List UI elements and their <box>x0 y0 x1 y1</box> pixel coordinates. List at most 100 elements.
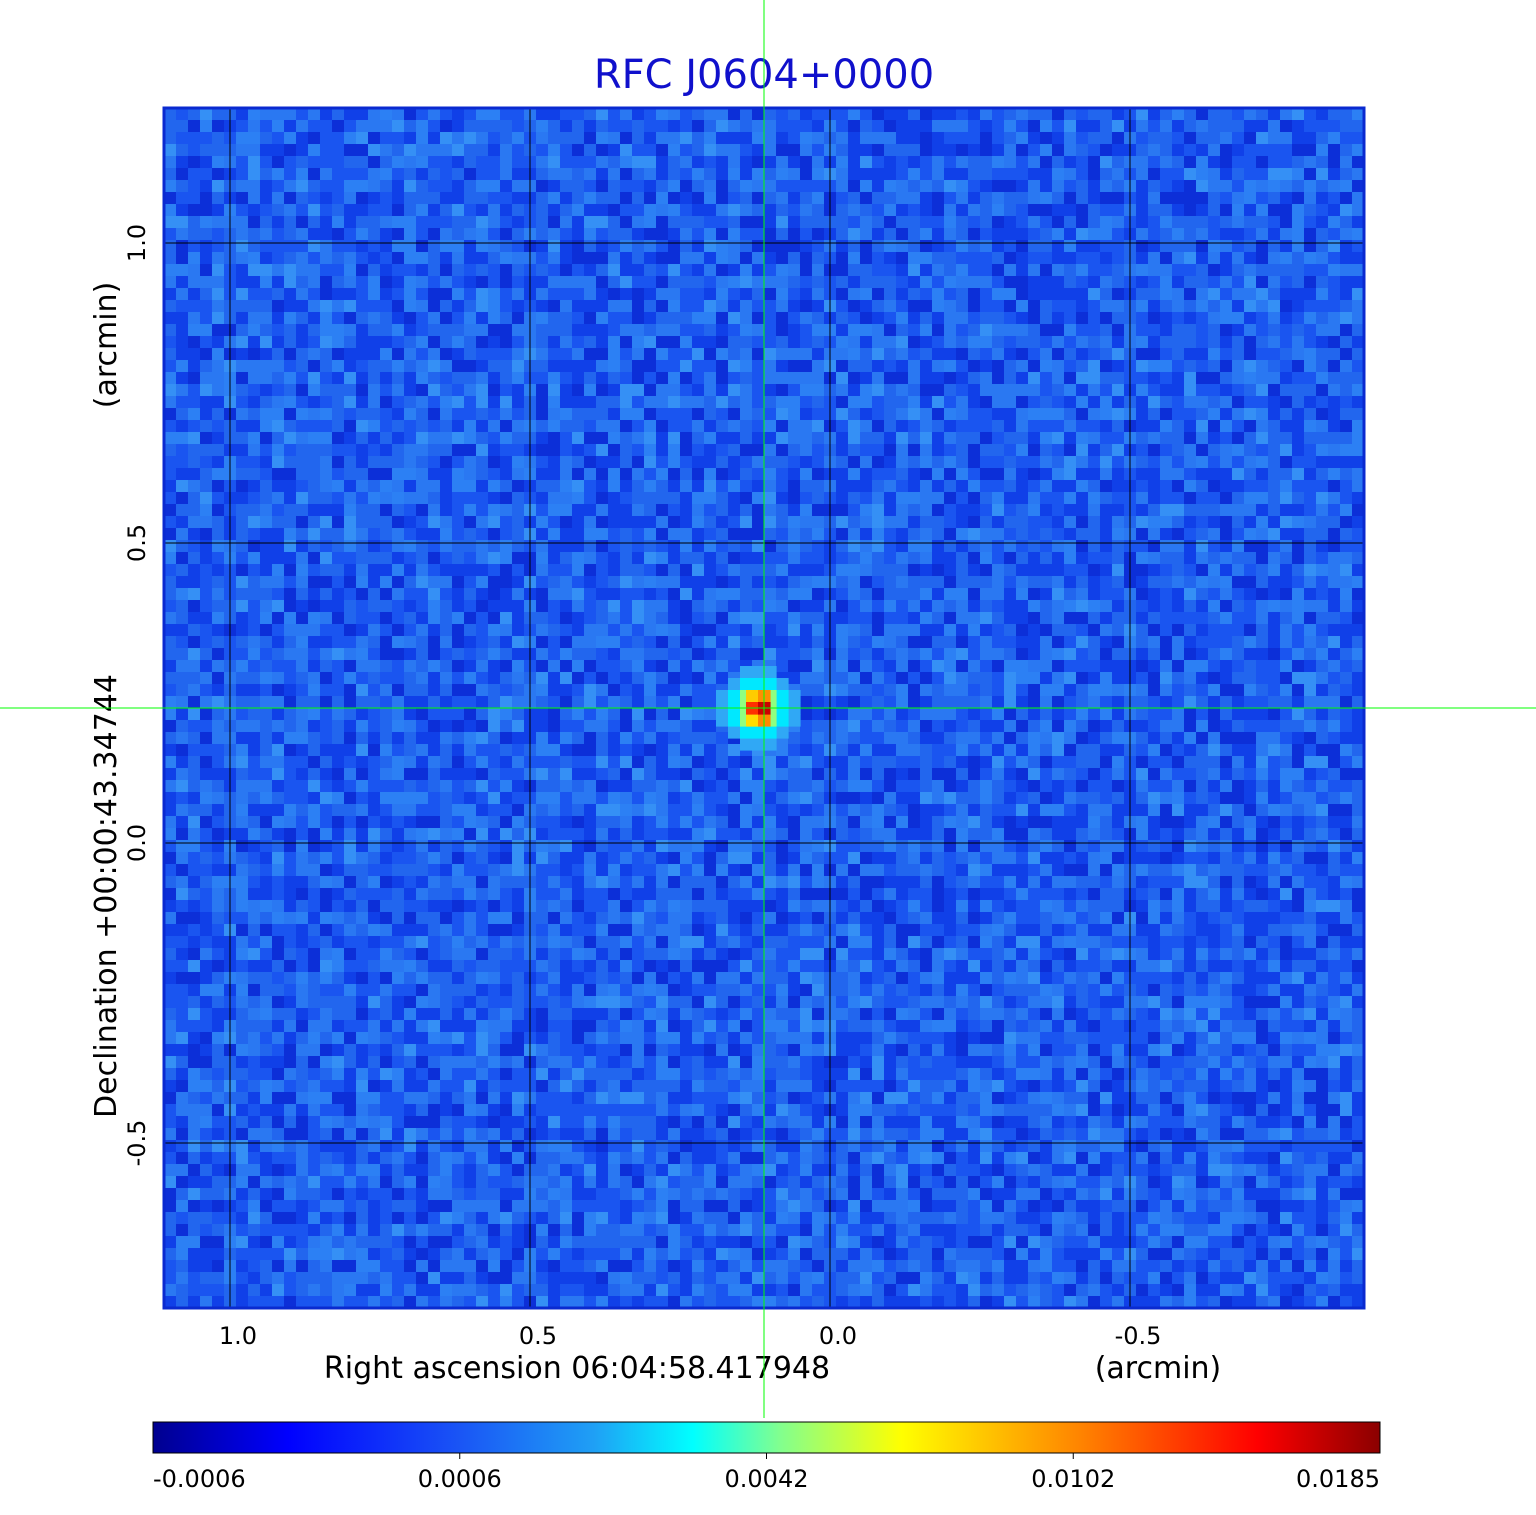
noise-pixel <box>584 516 597 529</box>
noise-pixel <box>932 564 945 577</box>
noise-pixel <box>440 432 453 445</box>
noise-pixel <box>1028 588 1041 601</box>
noise-pixel <box>380 108 393 121</box>
noise-pixel <box>896 600 909 613</box>
noise-pixel <box>1052 120 1065 133</box>
noise-pixel <box>1100 288 1113 301</box>
noise-pixel <box>764 264 777 277</box>
noise-pixel <box>416 564 429 577</box>
noise-pixel <box>656 612 669 625</box>
noise-pixel <box>488 228 501 241</box>
noise-pixel <box>212 408 225 421</box>
noise-pixel <box>1280 168 1293 181</box>
noise-pixel <box>248 300 261 313</box>
noise-pixel <box>656 384 669 397</box>
noise-pixel <box>356 276 369 289</box>
noise-pixel <box>236 144 249 157</box>
noise-pixel <box>968 216 981 229</box>
noise-pixel <box>1112 108 1125 121</box>
noise-pixel <box>1352 492 1365 505</box>
noise-pixel <box>788 300 801 313</box>
noise-pixel <box>656 348 669 361</box>
noise-pixel <box>752 156 765 169</box>
noise-pixel <box>992 300 1005 313</box>
noise-pixel <box>668 324 681 337</box>
noise-pixel <box>512 552 525 565</box>
noise-pixel <box>896 276 909 289</box>
noise-pixel <box>368 252 381 265</box>
noise-pixel <box>536 216 549 229</box>
noise-pixel <box>1112 492 1125 505</box>
noise-pixel <box>860 204 873 217</box>
noise-pixel <box>764 252 777 265</box>
noise-pixel <box>572 252 585 265</box>
noise-pixel <box>788 336 801 349</box>
noise-pixel <box>776 552 789 565</box>
noise-pixel <box>812 168 825 181</box>
noise-pixel <box>488 276 501 289</box>
noise-pixel <box>1064 204 1077 217</box>
noise-pixel <box>860 660 873 673</box>
noise-pixel <box>920 384 933 397</box>
noise-pixel <box>320 588 333 601</box>
noise-pixel <box>776 300 789 313</box>
noise-pixel <box>1136 240 1149 253</box>
noise-pixel <box>764 540 777 553</box>
noise-pixel <box>248 324 261 337</box>
noise-pixel <box>272 312 285 325</box>
noise-pixel <box>332 564 345 577</box>
noise-pixel <box>368 600 381 613</box>
noise-pixel <box>1268 516 1281 529</box>
noise-pixel <box>980 192 993 205</box>
noise-pixel <box>1292 324 1305 337</box>
noise-pixel <box>1340 480 1353 493</box>
noise-pixel <box>1112 480 1125 493</box>
noise-pixel <box>440 612 453 625</box>
noise-pixel <box>632 264 645 277</box>
noise-pixel <box>968 516 981 529</box>
noise-pixel <box>1100 468 1113 481</box>
noise-pixel <box>1016 120 1029 133</box>
noise-pixel <box>632 204 645 217</box>
noise-pixel <box>1280 180 1293 193</box>
noise-pixel <box>1004 312 1017 325</box>
noise-pixel <box>356 372 369 385</box>
noise-pixel <box>1328 312 1341 325</box>
noise-pixel <box>992 108 1005 121</box>
noise-pixel <box>1268 156 1281 169</box>
noise-pixel <box>1160 516 1173 529</box>
noise-pixel <box>1088 420 1101 433</box>
noise-pixel <box>512 252 525 265</box>
noise-pixel <box>176 480 189 493</box>
noise-pixel <box>1172 108 1185 121</box>
noise-pixel <box>836 612 849 625</box>
noise-pixel <box>440 384 453 397</box>
noise-pixel <box>632 648 645 661</box>
noise-pixel <box>1040 672 1053 685</box>
noise-pixel <box>704 588 717 601</box>
noise-pixel <box>464 576 477 589</box>
noise-pixel <box>248 420 261 433</box>
noise-pixel <box>1028 564 1041 577</box>
noise-pixel <box>1352 432 1365 445</box>
noise-pixel <box>332 468 345 481</box>
noise-pixel <box>200 684 213 697</box>
noise-pixel <box>488 372 501 385</box>
noise-pixel <box>1328 420 1341 433</box>
noise-pixel <box>944 264 957 277</box>
noise-pixel <box>920 504 933 517</box>
noise-pixel <box>1064 216 1077 229</box>
noise-pixel <box>584 204 597 217</box>
noise-pixel <box>164 132 177 145</box>
noise-pixel <box>1112 528 1125 541</box>
noise-pixel <box>464 216 477 229</box>
noise-pixel <box>644 168 657 181</box>
noise-pixel <box>1292 588 1305 601</box>
noise-pixel <box>980 372 993 385</box>
noise-pixel <box>200 288 213 301</box>
noise-pixel <box>1100 144 1113 157</box>
noise-pixel <box>1220 540 1233 553</box>
noise-pixel <box>476 432 489 445</box>
noise-pixel <box>1004 144 1017 157</box>
noise-pixel <box>548 216 561 229</box>
